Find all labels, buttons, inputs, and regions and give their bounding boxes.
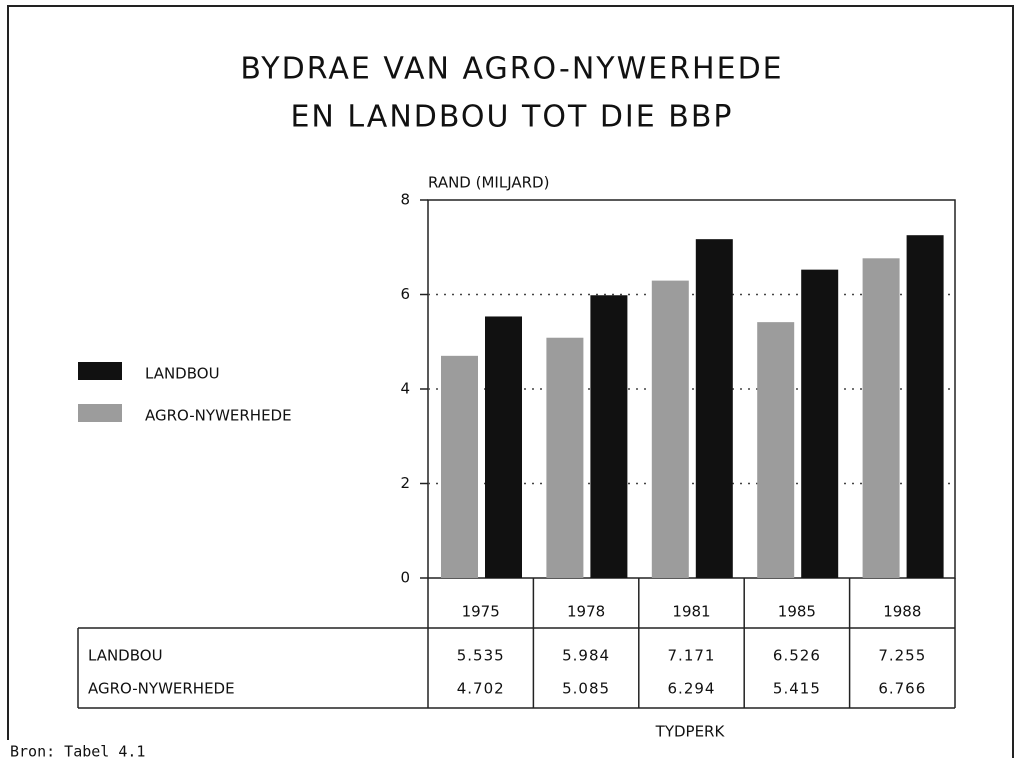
y-tick-label: 0 <box>400 569 410 587</box>
table-row-label: LANDBOU <box>88 647 163 665</box>
bar <box>485 316 522 578</box>
bar <box>695 239 733 578</box>
y-tick-label: 6 <box>400 285 410 303</box>
data-label: 5.535 <box>457 647 505 665</box>
bar <box>546 337 584 578</box>
data-label: 5.984 <box>562 647 610 665</box>
legend-label: LANDBOU <box>145 365 220 383</box>
legend-swatch <box>78 362 122 380</box>
x-tick-label: 1988 <box>883 603 921 621</box>
table-row-label: AGRO-NYWERHEDE <box>88 680 235 698</box>
x-axis-label: TYDPERK <box>655 723 726 741</box>
data-label: 5.085 <box>562 680 610 698</box>
frame <box>7 5 1014 758</box>
legend-label: AGRO-NYWERHEDE <box>145 407 292 425</box>
data-label: 7.171 <box>668 647 716 665</box>
bar <box>862 258 900 578</box>
data-label: 6.766 <box>878 680 926 698</box>
source: Bron: Tabel 4.1 <box>10 743 145 761</box>
data-label: 6.294 <box>668 680 716 698</box>
chart-title: BYDRAE VAN AGRO-NYWERHEDE <box>240 52 783 87</box>
y-tick-label: 8 <box>400 191 410 209</box>
bar <box>651 280 689 578</box>
bar <box>441 355 478 578</box>
data-label: 5.415 <box>773 680 821 698</box>
y-tick-label: 2 <box>400 474 410 492</box>
y-tick-label: 4 <box>400 380 410 398</box>
x-tick-label: 1978 <box>567 603 605 621</box>
bar <box>757 322 795 578</box>
legend-swatch <box>78 404 122 422</box>
bar <box>906 235 944 579</box>
bar <box>590 295 628 578</box>
x-tick-label: 1975 <box>462 603 500 621</box>
data-label: 7.255 <box>878 647 926 665</box>
chart-title: EN LANDBOU TOT DIE BBP <box>290 100 733 135</box>
x-tick-label: 1981 <box>672 603 710 621</box>
x-tick-label: 1985 <box>778 603 816 621</box>
y-axis-label: RAND (MILJARD) <box>428 174 549 192</box>
data-label: 4.702 <box>457 680 505 698</box>
data-label: 6.526 <box>773 647 821 665</box>
bar <box>801 269 839 578</box>
